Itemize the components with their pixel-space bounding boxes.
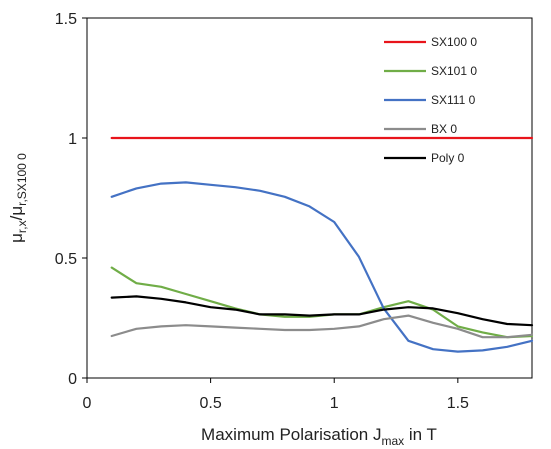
y-tick-label: 0.5: [55, 251, 77, 268]
series-layer: [110, 136, 534, 353]
y-axis-label-slash: /: [7, 215, 26, 220]
legend-label-sx100-0: SX100 0: [431, 35, 477, 49]
legend: SX100 0 SX101 0 SX111 0 BX 0 Poly 0: [384, 35, 477, 165]
x-axis-label-suffix: in T: [404, 425, 437, 444]
x-tick-label: 0.5: [199, 395, 221, 412]
y-axis-label-sub-1: r,x: [15, 220, 29, 233]
y-axis-label-mu-2: μ: [7, 206, 26, 216]
x-axis-label-main: Maximum Polarisation J: [201, 425, 381, 444]
x-tick-label: 1: [330, 395, 339, 412]
y-tick-label: 1.5: [55, 11, 77, 28]
y-axis-label-sub-2: r,SX100 0: [15, 153, 29, 206]
x-axis: 0 0.5 1 1.5: [83, 378, 469, 412]
legend-label-sx101-0: SX101 0: [431, 64, 477, 78]
x-axis-label: Maximum Polarisation Jmax in T: [201, 425, 437, 448]
x-tick-label: 1.5: [447, 395, 469, 412]
x-axis-label-subscript: max: [382, 434, 405, 448]
y-axis: 0 0.5 1 1.5: [55, 11, 87, 388]
y-tick-label: 1: [68, 131, 77, 148]
y-axis-label-mu-1: μ: [7, 233, 26, 243]
series-line-poly-0: [110, 295, 534, 327]
y-tick-label: 0: [68, 371, 77, 388]
legend-label-sx111-0: SX111 0: [431, 93, 476, 107]
series-line-sx111-0: [110, 181, 534, 353]
series-line-bx-0: [110, 314, 534, 339]
y-axis-label: μr,x/μr,SX100 0: [7, 153, 29, 243]
legend-label-poly-0: Poly 0: [431, 151, 465, 165]
legend-label-bx-0: BX 0: [431, 122, 457, 136]
plot-border: [86, 17, 533, 379]
x-tick-label: 0: [83, 395, 92, 412]
plot-area: [86, 17, 533, 379]
